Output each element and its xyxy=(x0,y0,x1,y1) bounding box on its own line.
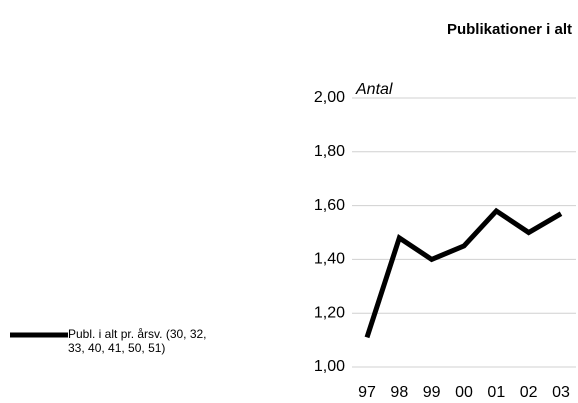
x-tick-label: 01 xyxy=(487,384,505,401)
y-tick-label: 2,00 xyxy=(314,89,345,106)
y-tick-label: 1,80 xyxy=(314,143,345,160)
y-tick-label: 1,00 xyxy=(314,358,345,375)
y-tick-label: 1,60 xyxy=(314,197,345,214)
x-tick-label: 98 xyxy=(390,384,408,401)
x-tick-label: 99 xyxy=(423,384,441,401)
x-tick-label: 00 xyxy=(455,384,473,401)
y-tick-label: 1,40 xyxy=(314,251,345,268)
legend-label: Publ. i alt pr. årsv. (30, 32, 33, 40, 4… xyxy=(68,327,207,355)
y-axis-label: Antal xyxy=(355,81,393,98)
x-tick-label: 97 xyxy=(358,384,376,401)
data-line xyxy=(364,207,563,339)
x-tick-label: 02 xyxy=(520,384,538,401)
x-tick-label: 03 xyxy=(552,384,570,401)
chart-title: Publikationer i alt xyxy=(447,21,572,38)
y-tick-label: 1,20 xyxy=(314,304,345,321)
